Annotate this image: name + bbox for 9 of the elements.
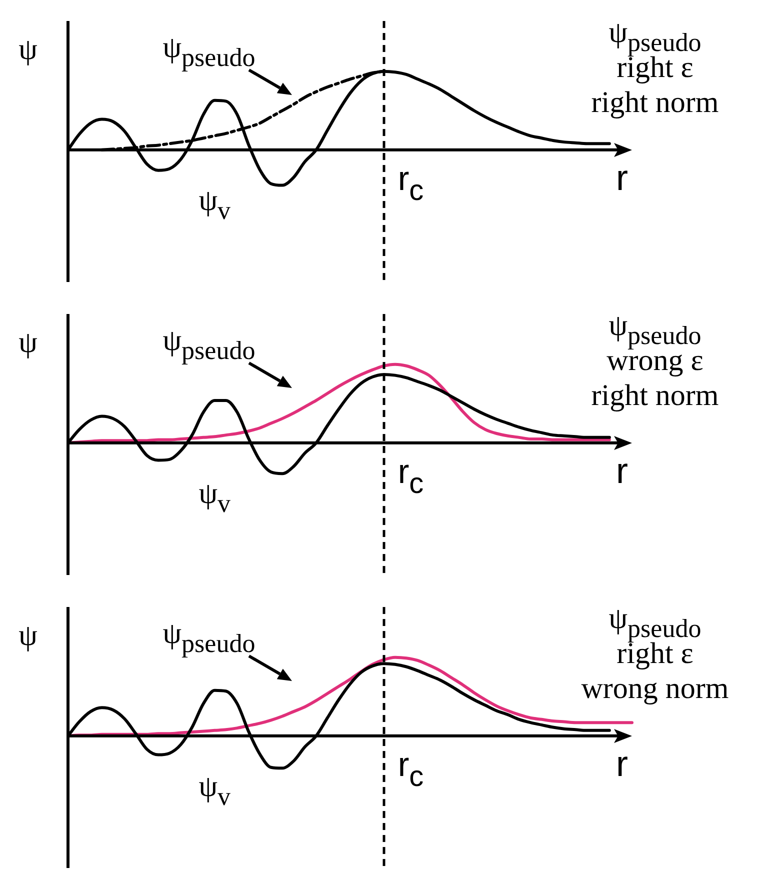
y-axis-title: ψ [18,619,38,652]
annotation: right norm [591,379,719,412]
annotation: wrong norm [581,672,729,705]
annotation: right norm [591,86,719,119]
x-axis-title: r [616,742,628,784]
y-axis-title: ψ [18,33,38,66]
x-axis-title: r [616,156,628,198]
x-axis-title: r [616,450,628,491]
y-axis-title: ψ [18,326,38,359]
